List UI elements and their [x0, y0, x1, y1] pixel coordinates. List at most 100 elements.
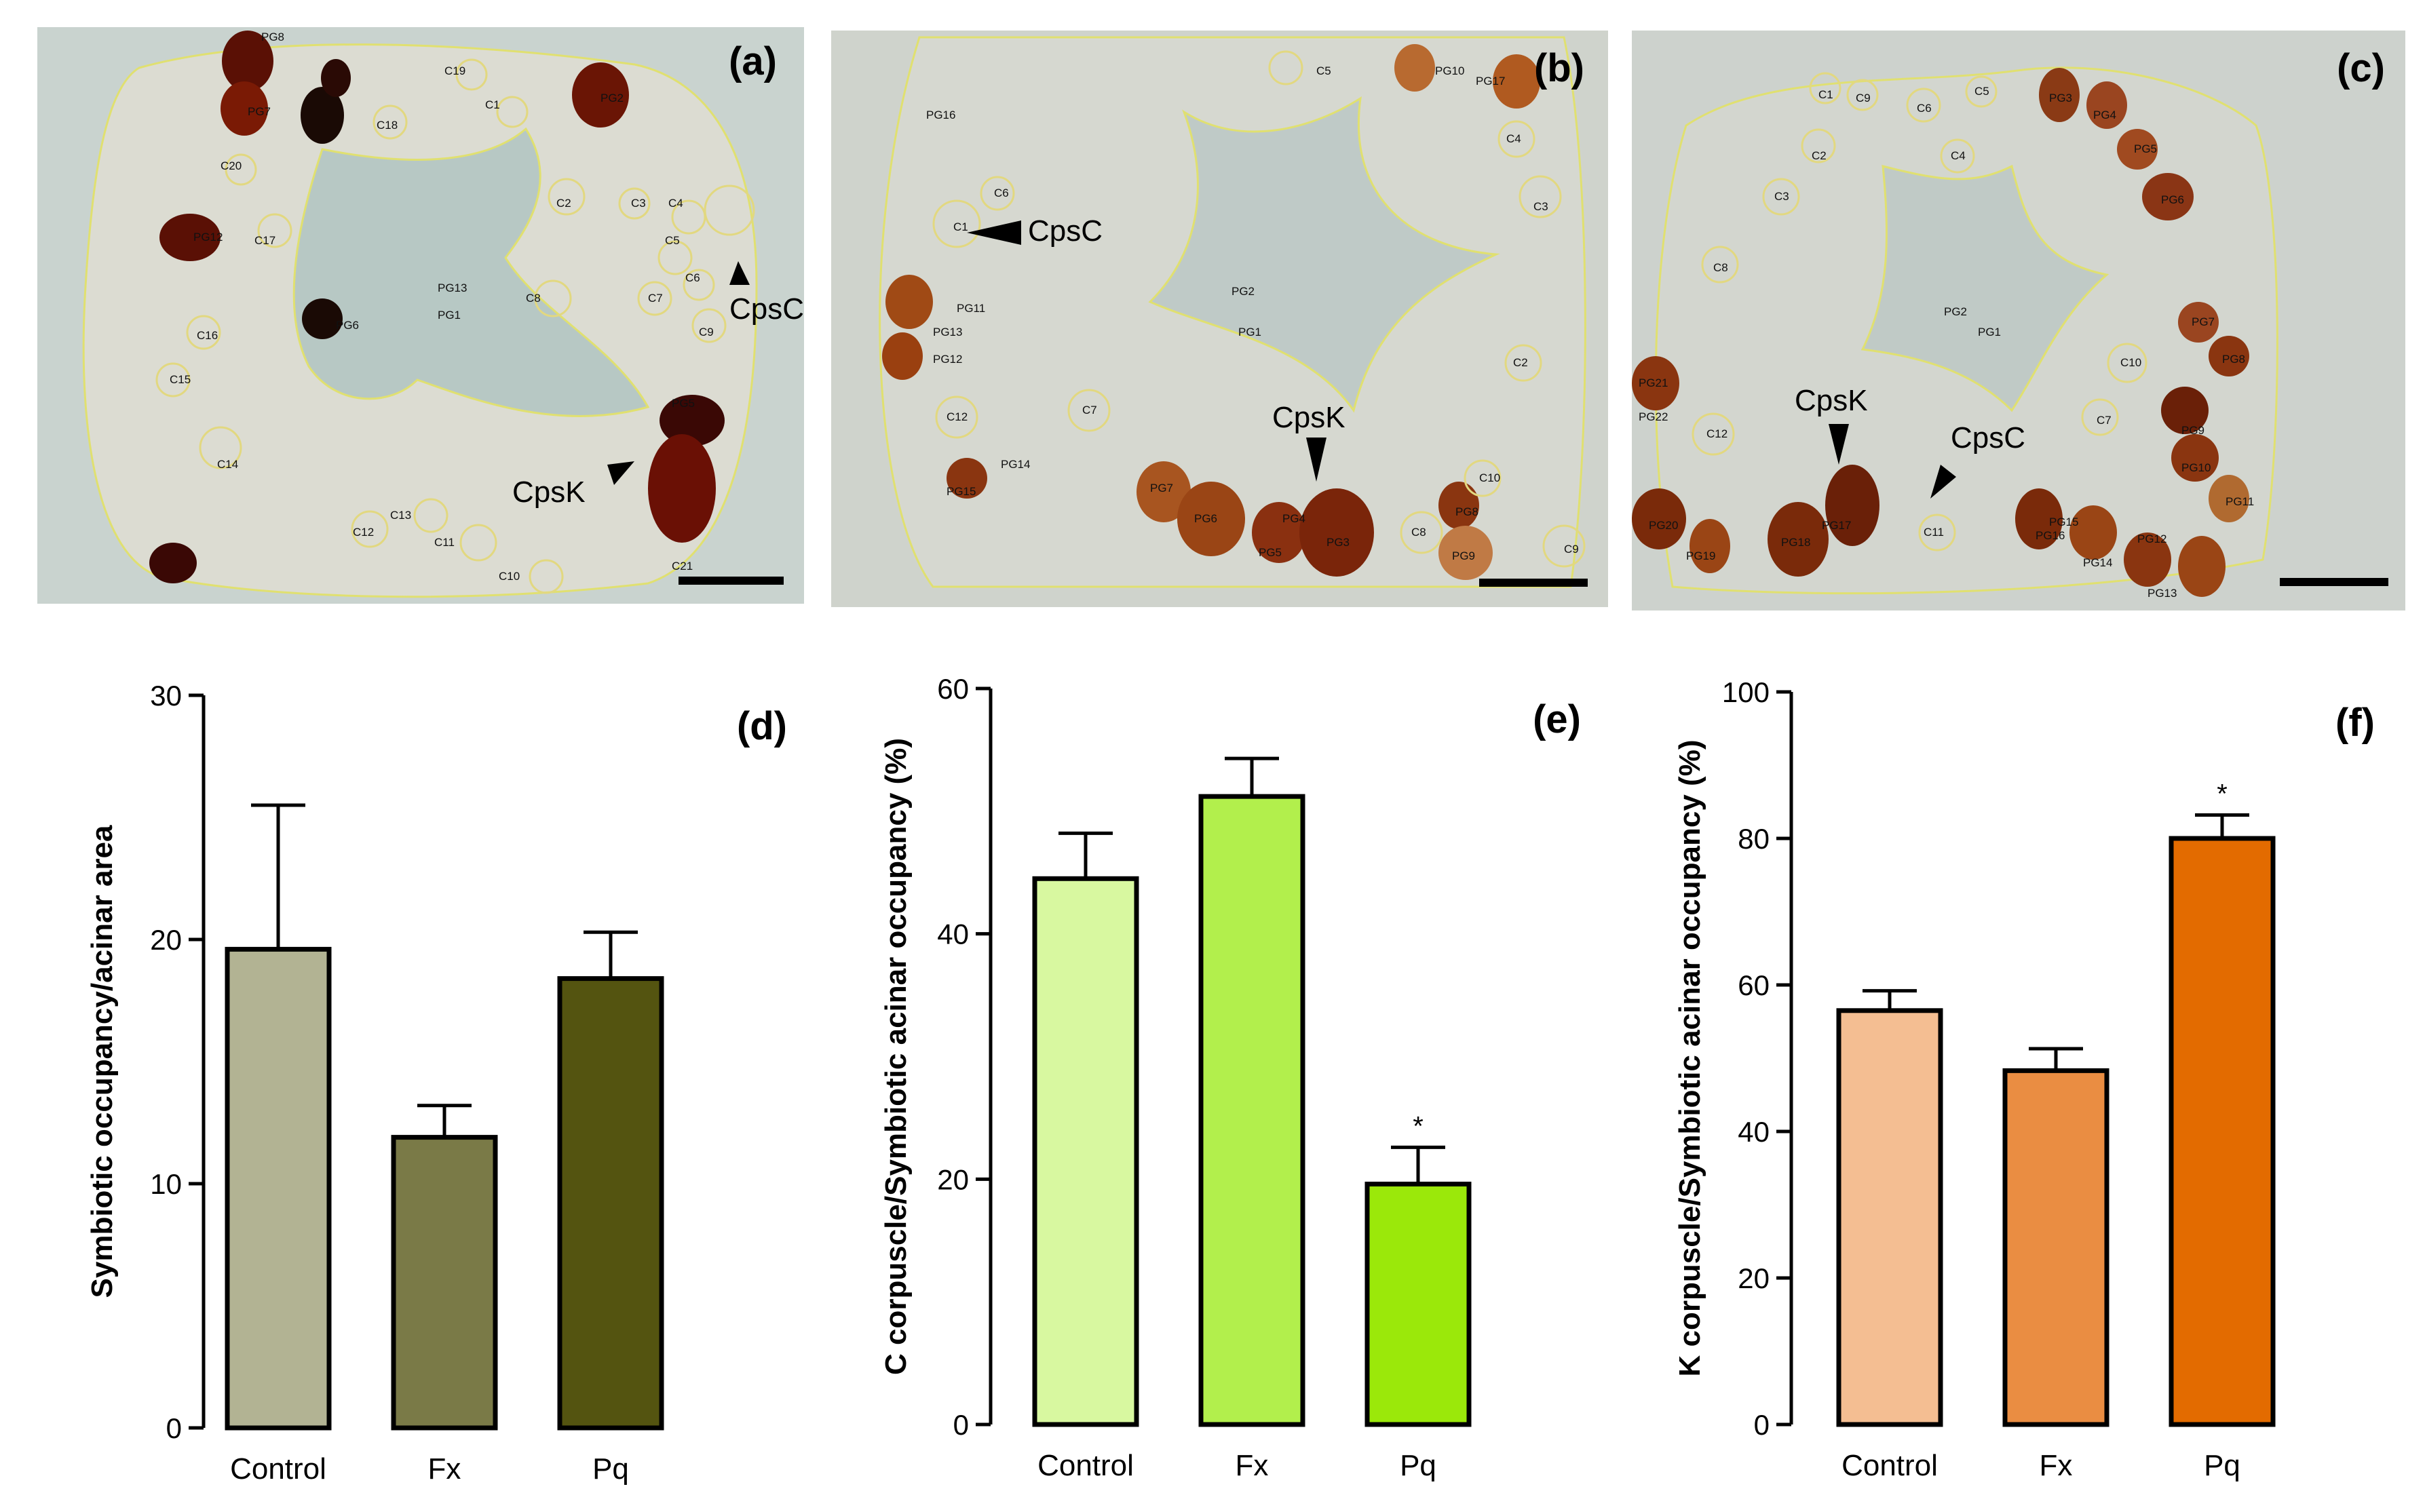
- y-axis-label: C corpuscle/Symbiotic acinar occupancy (…: [879, 738, 913, 1375]
- cpsc-label: CpsC: [1951, 421, 2025, 454]
- micrograph-panel-a: (a) CpsC CpsK PG8 PG7 PG12 PG2 PG13 PG1 …: [37, 27, 804, 604]
- x-tick-label: Pq: [1400, 1449, 1436, 1482]
- cpsk-label: CpsK: [1272, 401, 1345, 434]
- pg-corpuscle: [149, 543, 197, 583]
- micrograph-panel-c: (c) CpsK CpsC PG3 PG4 PG5 PG6 PG2 PG1 PG…: [1632, 31, 2405, 610]
- c-tag: C5: [665, 234, 680, 247]
- c-tag: C9: [699, 326, 714, 338]
- scale-bar: [1479, 579, 1588, 587]
- pg-corpuscle: [1632, 488, 1686, 549]
- y-tick-label: 20: [937, 1163, 969, 1195]
- bar-control: [1032, 876, 1139, 1427]
- pg-corpuscle: [2161, 387, 2209, 434]
- c-corpuscles: [155, 58, 755, 594]
- pg-corpuscle: [2086, 81, 2127, 129]
- pg-corpuscle: [2015, 488, 2063, 549]
- pg-tag: PG8: [1455, 505, 1478, 518]
- panel-label: (c): [2337, 46, 2385, 90]
- micrograph-a-image: (a) CpsC CpsK PG8 PG7 PG12 PG2 PG13 PG1 …: [37, 27, 804, 604]
- panel-label: (a): [729, 39, 777, 83]
- pg-tag: PG6: [1194, 512, 1217, 525]
- pg-corpuscles: [1632, 68, 2249, 597]
- pg-tag: PG9: [2181, 424, 2204, 437]
- c-tag: C19: [444, 64, 465, 77]
- c-tag: C10: [2120, 356, 2141, 369]
- y-tick-label: 30: [150, 680, 182, 712]
- pg-corpuscle: [1438, 526, 1493, 580]
- y-tick-label: 20: [150, 924, 182, 956]
- c-tag: C13: [390, 509, 411, 522]
- y-tick-label: 10: [150, 1168, 182, 1200]
- c-tag: C20: [221, 159, 242, 172]
- pg-tag: PG12: [193, 231, 223, 244]
- pg-tag: PG5: [1259, 546, 1282, 559]
- cpsk-label: CpsK: [1795, 384, 1868, 417]
- corpuscle-tags: PG16 PG10 PG17 PG11 PG13 PG12 PG2 PG1 PG…: [926, 64, 1579, 562]
- pg-corpuscle: [2117, 129, 2158, 170]
- pg-tag: PG10: [1435, 64, 1464, 77]
- pg-tag: PG1: [1238, 326, 1261, 338]
- y-tick-label: 0: [1754, 1409, 1770, 1441]
- c-tag: C10: [499, 570, 520, 583]
- micrograph-panel-b: (b) CpsC CpsK PG16 PG10 PG17 PG11 PG13 P…: [831, 31, 1608, 607]
- bar-pq: [557, 976, 664, 1431]
- acinar-lumen: [1148, 96, 1500, 413]
- bar-fx: [1198, 794, 1305, 1427]
- significance-marker: *: [1413, 1111, 1424, 1141]
- pg-corpuscle: [2142, 173, 2194, 220]
- c-tag: C7: [648, 292, 663, 305]
- pg-tag: PG13: [933, 326, 962, 338]
- c-tag: C2: [1812, 149, 1827, 162]
- c-tag: C3: [1774, 190, 1789, 203]
- chart-panel-label: (f): [2335, 701, 2375, 745]
- pg-tag: PG18: [1781, 536, 1810, 549]
- pg-tag: PG2: [1944, 305, 1967, 318]
- y-tick-label: 80: [1738, 823, 1770, 855]
- pg-tag: PG8: [261, 31, 284, 43]
- chart-panel-label: (d): [737, 704, 787, 748]
- pg-corpuscle: [648, 434, 716, 543]
- pg-tag: PG14: [2083, 556, 2112, 569]
- c-tag: C8: [1713, 261, 1728, 274]
- c-tag: C1: [1818, 88, 1833, 101]
- c-tag: C6: [685, 271, 700, 284]
- scale-bar: [679, 577, 784, 585]
- x-tick-label: Fx: [1236, 1449, 1269, 1482]
- c-tag: C11: [1924, 526, 1944, 539]
- pg-tag: PG7: [2192, 315, 2215, 328]
- pg-tag: PG7: [248, 105, 271, 118]
- y-axis-label: K corpuscle/Symbiotic acinar occupancy (…: [1673, 740, 1706, 1377]
- cpsc-arrow-icon: [967, 220, 1021, 245]
- c-tag: C4: [668, 197, 683, 210]
- pg-corpuscle: [302, 298, 343, 339]
- pg-corpuscle: [2039, 68, 2080, 122]
- pg-corpuscle: [301, 87, 344, 144]
- c-tag: C9: [1856, 92, 1871, 104]
- bar-pq: [2169, 836, 2276, 1427]
- pg-corpuscle: [1299, 488, 1374, 577]
- pg-corpuscle: [1137, 461, 1191, 522]
- pg-corpuscle: [1493, 54, 1540, 109]
- pg-corpuscle: [572, 62, 629, 128]
- c-tag: C7: [2097, 414, 2112, 427]
- pg-tag: PG3: [1326, 536, 1350, 549]
- y-axis-label: Symbiotic occupancy/acinar area: [85, 825, 119, 1298]
- c-corpuscles: [932, 50, 1586, 568]
- pg-tag: PG11: [957, 302, 985, 315]
- pg-tag: PG14: [1001, 458, 1030, 471]
- y-tick-label: 60: [937, 673, 969, 705]
- x-tick-label: Control: [230, 1452, 326, 1486]
- pg-tag: PG3: [2049, 92, 2072, 104]
- pg-tag: PG4: [2093, 109, 2116, 121]
- pg-corpuscle: [2069, 505, 2117, 560]
- pg-corpuscle: [321, 59, 351, 97]
- pg-tag: PG8: [2222, 353, 2245, 366]
- cpsc-label: CpsC: [729, 292, 804, 326]
- pg-corpuscle: [882, 332, 923, 380]
- c-tag: C2: [556, 197, 571, 210]
- pg-tag: PG21: [1639, 376, 1668, 389]
- c-tag: C15: [170, 373, 191, 386]
- pg-tag: PG12: [933, 353, 962, 366]
- cpsk-label: CpsK: [512, 476, 586, 509]
- c-tag: C1: [953, 220, 968, 233]
